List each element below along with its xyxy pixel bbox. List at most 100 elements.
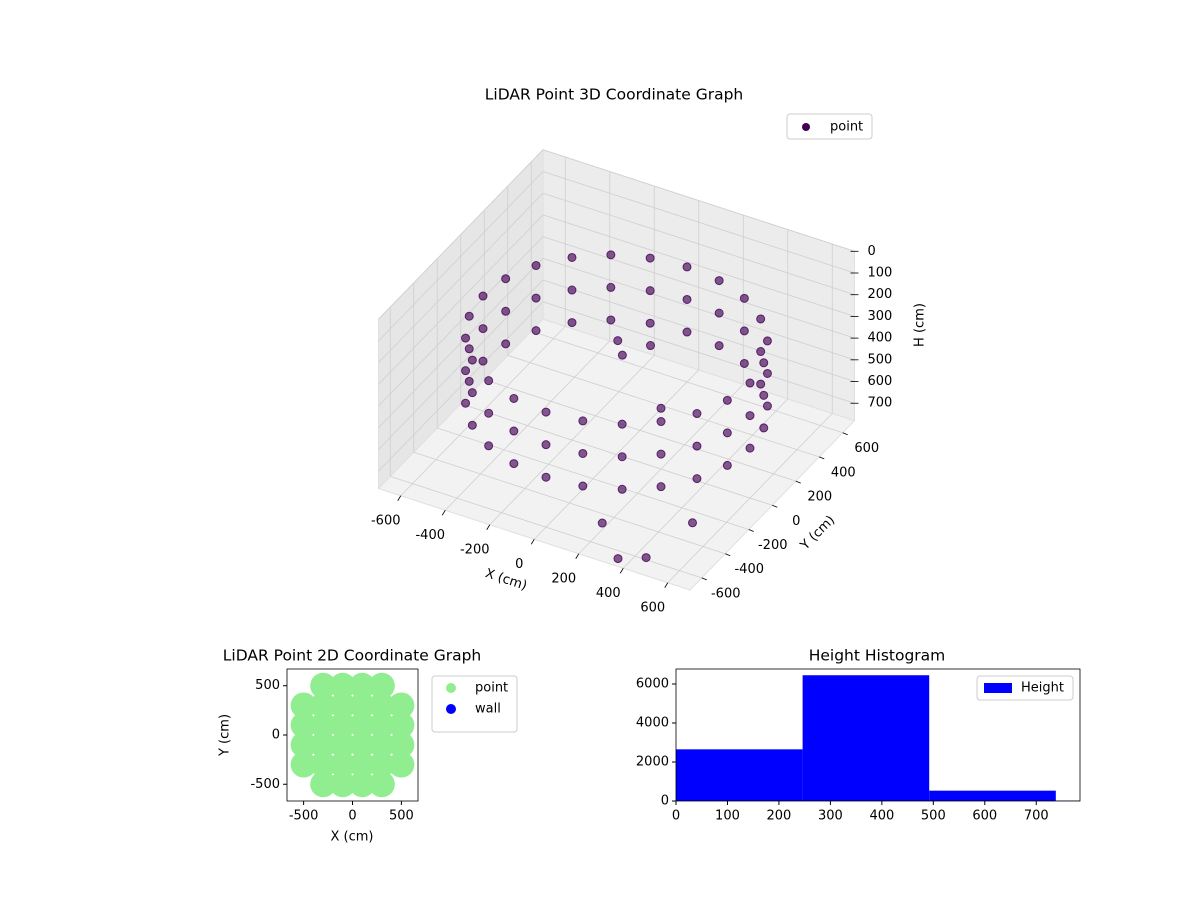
point — [714, 308, 724, 318]
legend-label: Height — [1021, 681, 1064, 696]
point — [484, 376, 494, 386]
grid-line — [542, 171, 855, 274]
point — [656, 417, 666, 427]
point — [310, 751, 337, 778]
point — [464, 376, 474, 386]
point — [368, 712, 395, 739]
tick-mark — [701, 577, 707, 581]
tick-mark — [486, 524, 491, 530]
x-tick-label: 200 — [767, 809, 792, 824]
point — [531, 261, 541, 271]
point — [368, 692, 395, 719]
point — [756, 347, 766, 357]
tick-mark — [397, 495, 402, 501]
grid-line — [542, 214, 855, 317]
point — [501, 306, 511, 316]
point — [467, 355, 477, 365]
point — [682, 327, 692, 337]
point — [656, 449, 666, 459]
y-tick-label: -600 — [711, 586, 741, 601]
z-tick-label: 200 — [868, 287, 893, 302]
point — [310, 771, 337, 798]
point — [656, 403, 666, 413]
point — [692, 409, 702, 419]
grid-line — [542, 257, 855, 361]
grid-line — [542, 149, 855, 252]
x-tick-label: 600 — [640, 600, 665, 615]
point — [739, 326, 749, 336]
point — [722, 395, 732, 405]
x-tick-label: 0 — [672, 809, 680, 824]
point — [349, 692, 376, 719]
y-tick-label: 600 — [854, 441, 879, 456]
point — [329, 672, 356, 699]
point — [478, 324, 488, 334]
x-tick-label: 500 — [389, 809, 414, 824]
y-tick-label: -500 — [250, 777, 280, 792]
point — [388, 751, 415, 778]
point — [567, 252, 577, 262]
point — [349, 751, 376, 778]
chart-title: Height Histogram — [809, 647, 946, 665]
legend-swatch — [984, 683, 1012, 693]
point — [329, 731, 356, 758]
tick-mark — [530, 539, 535, 545]
point — [617, 350, 627, 360]
x-tick-label: -600 — [371, 513, 401, 528]
grid-line — [460, 403, 773, 506]
z-tick-label: 700 — [868, 396, 893, 411]
tick-mark — [748, 529, 754, 532]
grid-line — [542, 279, 855, 382]
grid-line — [484, 379, 796, 482]
z-tick-label: 0 — [868, 244, 876, 259]
point — [567, 285, 577, 295]
z-tick-label: 400 — [868, 331, 893, 346]
point — [368, 771, 395, 798]
grid-line — [542, 236, 855, 339]
point — [613, 554, 623, 564]
grid-line — [531, 330, 843, 434]
point — [541, 407, 551, 417]
y-tick-label: 0 — [792, 514, 800, 529]
point — [478, 356, 488, 366]
x-tick-label: -500 — [289, 809, 319, 824]
y-axis-label: Y (cm) — [218, 714, 233, 757]
point — [745, 411, 755, 421]
y-tick-label: 400 — [831, 465, 856, 480]
point — [606, 315, 616, 325]
tick-mark — [819, 456, 825, 460]
legend-label: point — [475, 681, 508, 696]
tick-mark — [772, 504, 778, 508]
x-tick-label: 500 — [921, 809, 946, 824]
point — [646, 341, 655, 351]
grid-line — [378, 171, 544, 342]
bars — [676, 675, 1080, 801]
legend-marker — [802, 123, 810, 131]
plot-frame — [675, 668, 1081, 802]
point — [509, 393, 519, 403]
point — [388, 712, 415, 739]
point — [388, 731, 415, 758]
point — [722, 428, 732, 438]
point — [329, 751, 356, 778]
z-tick-label: 500 — [868, 352, 893, 367]
point — [578, 416, 588, 426]
legend-marker — [446, 683, 456, 693]
point — [368, 672, 395, 699]
point — [759, 358, 769, 368]
z-tick-label: 100 — [868, 266, 893, 281]
tick-mark — [842, 432, 848, 436]
bar — [676, 749, 803, 801]
point — [682, 294, 692, 304]
point — [759, 423, 769, 433]
point — [467, 388, 477, 398]
point — [714, 276, 724, 286]
plot-3d: -600 -400 -200 0 200 400 600 -600 -400 -200 0 200 40… — [371, 113, 893, 615]
bar — [802, 675, 930, 801]
point — [606, 250, 616, 260]
point — [645, 253, 655, 263]
point — [641, 553, 651, 563]
x-tick-label: 400 — [869, 809, 894, 824]
point — [617, 419, 627, 429]
